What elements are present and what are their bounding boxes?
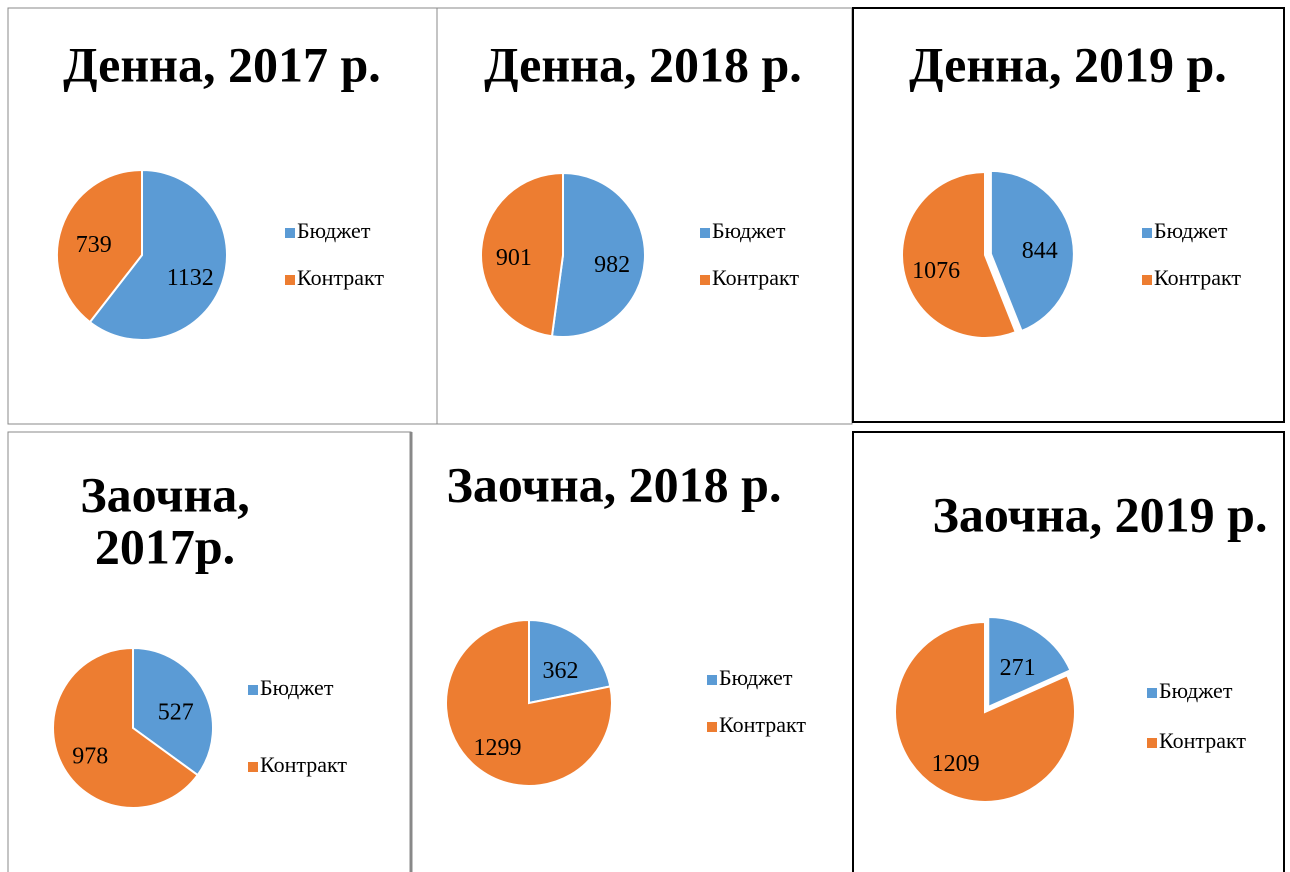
data-label: 1076 (912, 258, 960, 284)
chart-title: 2017р. (95, 518, 235, 574)
chart-title: Денна, 2017 р. (63, 36, 381, 92)
pie-slice (52, 646, 200, 809)
legend-label: Контракт (712, 265, 799, 290)
legend-marker (285, 228, 295, 238)
legend-label: Бюджет (719, 665, 793, 690)
legend-label: Бюджет (1154, 218, 1228, 243)
chart-title: Денна, 2018 р. (484, 36, 802, 92)
data-label: 978 (72, 743, 108, 769)
panel (852, 7, 1285, 423)
data-label: 527 (158, 700, 194, 726)
data-label: 739 (76, 232, 112, 258)
pie-slice (894, 620, 1076, 803)
pie-slice (987, 615, 1072, 709)
legend-marker (1142, 228, 1152, 238)
legend-marker (285, 275, 295, 285)
pie-slice (550, 171, 646, 338)
data-label: 901 (496, 245, 532, 271)
chart-title: Заочна, 2019 р. (933, 486, 1268, 542)
legend-label: Бюджет (260, 675, 334, 700)
pie-slice (445, 618, 613, 787)
legend-marker (707, 675, 717, 685)
legend-label: Контракт (297, 265, 384, 290)
legend-label: Бюджет (712, 218, 786, 243)
pie-slice (56, 168, 143, 324)
legend-marker (700, 228, 710, 238)
pie-slice (901, 170, 1018, 339)
legend-label: Контракт (1159, 728, 1246, 753)
chart-title: Денна, 2019 р. (909, 36, 1227, 92)
legend-marker (707, 722, 717, 732)
legend-label: Бюджет (1159, 678, 1233, 703)
pie-slice (528, 618, 612, 705)
chart-title: Заочна, 2018 р. (447, 456, 782, 512)
data-label: 1132 (167, 265, 214, 291)
panel (852, 431, 1285, 872)
data-label: 271 (1000, 655, 1036, 681)
legend-marker (1147, 738, 1157, 748)
legend-label: Контракт (260, 752, 347, 777)
pie-slice (989, 169, 1075, 333)
legend-label: Контракт (719, 712, 806, 737)
legend-label: Бюджет (297, 218, 371, 243)
chart-title: Заочна, (80, 466, 250, 522)
legend-label: Контракт (1154, 265, 1241, 290)
legend-marker (1142, 275, 1152, 285)
pie-slice (132, 646, 214, 777)
legend-marker (700, 275, 710, 285)
legend-marker (248, 762, 258, 772)
data-label: 1299 (474, 735, 522, 761)
data-label: 1209 (932, 751, 980, 777)
data-label: 844 (1022, 238, 1058, 264)
legend-marker (248, 685, 258, 695)
data-label: 362 (542, 658, 578, 684)
pie-slice (88, 168, 228, 341)
legend-marker (1147, 688, 1157, 698)
pie-slice (480, 171, 564, 338)
data-label: 982 (594, 252, 630, 278)
